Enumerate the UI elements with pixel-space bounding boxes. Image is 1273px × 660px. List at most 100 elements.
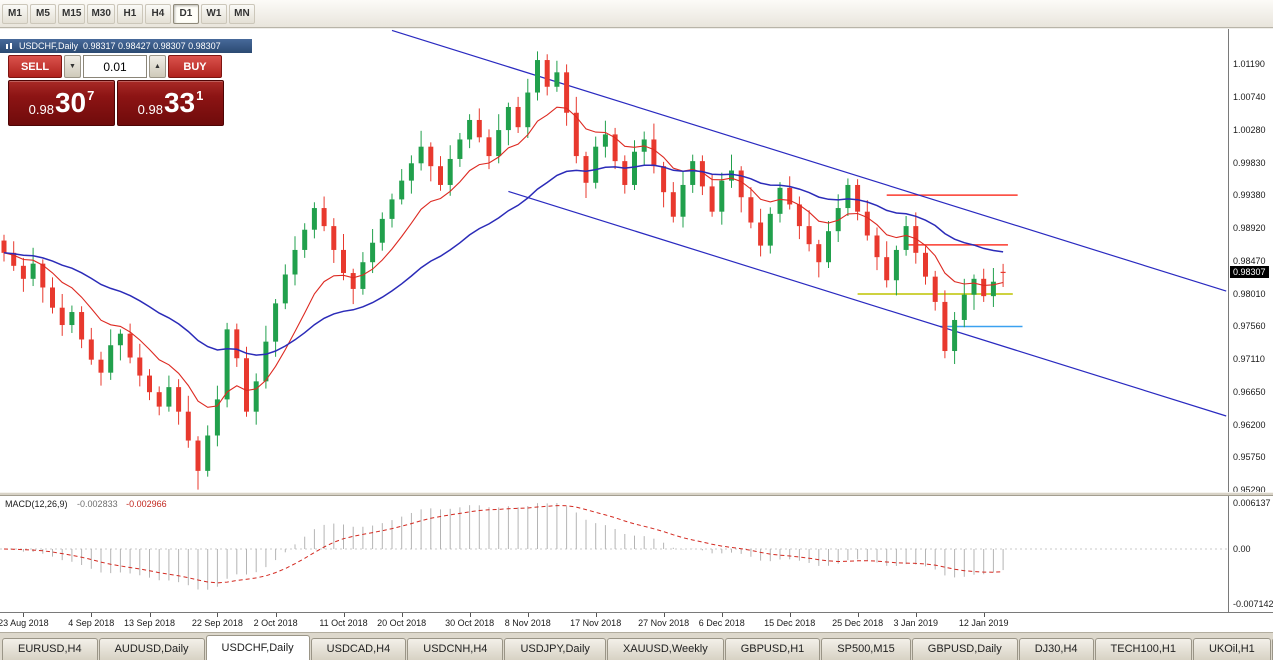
time-axis-tick xyxy=(217,613,219,617)
tab-tech100-h1[interactable]: TECH100,H1 xyxy=(1094,638,1192,660)
price-axis-label: 0.98470 xyxy=(1233,255,1266,266)
price-axis-label: 0.95290 xyxy=(1233,485,1266,496)
trade-prices-row: 0.98 30 7 0.98 33 1 xyxy=(8,80,224,126)
price-axis-label: 0.96200 xyxy=(1233,419,1266,430)
price-axis-label: 0.96650 xyxy=(1233,387,1266,398)
macd-axis-label: 0.006137 xyxy=(1233,498,1271,508)
chart-ohlc: 0.98317 0.98427 0.98307 0.98307 xyxy=(83,41,221,51)
macd-value-main: -0.002833 xyxy=(77,499,118,509)
trendlines-layer xyxy=(391,29,1227,417)
macd-axis-label: 0.00 xyxy=(1233,544,1251,554)
time-axis-label: 13 Sep 2018 xyxy=(123,618,176,628)
price-axis-label: 0.99380 xyxy=(1233,190,1266,201)
candlestick-plot xyxy=(1,29,1227,490)
time-axis-label: 6 Dec 2018 xyxy=(698,618,745,628)
ma-slow-line xyxy=(3,164,1004,356)
buy-button[interactable]: BUY xyxy=(168,55,222,78)
price-axis-label: 0.97560 xyxy=(1233,321,1266,332)
tab-usdjpy-daily[interactable]: USDJPY,Daily xyxy=(504,638,606,660)
tab-dj30-h4[interactable]: DJ30,H4 xyxy=(1018,638,1094,660)
panel-splitter[interactable] xyxy=(0,492,1273,496)
time-axis-label: 25 Dec 2018 xyxy=(832,618,884,628)
macd-axis-label: -0.007142 xyxy=(1233,599,1273,609)
time-axis-label: 12 Jan 2019 xyxy=(958,618,1009,628)
sell-price-big: 30 xyxy=(54,87,87,118)
time-axis-label: 30 Oct 2018 xyxy=(445,618,495,628)
timeframe-button-h1[interactable]: H1 xyxy=(116,3,143,24)
trade-controls-row: SELL ▼ ▲ BUY xyxy=(8,55,224,78)
timeframe-button-m5[interactable]: M5 xyxy=(30,3,56,24)
time-axis-label: 4 Sep 2018 xyxy=(68,618,115,628)
time-axis-label: 11 Oct 2018 xyxy=(319,618,368,628)
tab-u[interactable]: U xyxy=(1271,638,1273,660)
timeframe-button-d1[interactable]: D1 xyxy=(172,3,199,24)
time-axis-label: 17 Nov 2018 xyxy=(570,618,622,628)
chevron-up-icon: ▲ xyxy=(154,63,161,70)
volume-increase-button[interactable]: ▲ xyxy=(149,55,166,78)
time-axis-label: 3 Jan 2019 xyxy=(893,618,939,628)
sell-price-sup: 7 xyxy=(87,88,95,103)
timeframe-button-m1[interactable]: M1 xyxy=(2,3,28,24)
chart-plot-area[interactable]: USDCHF,Daily 0.98317 0.98427 0.98307 0.9… xyxy=(0,29,1228,492)
time-axis-tick xyxy=(275,613,277,617)
chart-region: USDCHF,Daily 0.98317 0.98427 0.98307 0.9… xyxy=(0,29,1273,632)
time-axis-tick xyxy=(343,613,345,617)
chevron-down-icon: ▼ xyxy=(69,63,76,70)
chart-title: USDCHF,Daily xyxy=(19,41,79,51)
timeframe-toolbar: M1 M5 M15 M30 H1 H4 D1 W1 MN xyxy=(0,0,1273,28)
macd-name: MACD(12,26,9) xyxy=(5,499,68,509)
price-axis-label: 1.01190 xyxy=(1233,59,1265,70)
time-axis-tick xyxy=(149,613,151,617)
time-axis-tick xyxy=(721,613,723,617)
timeframe-button-m30[interactable]: M30 xyxy=(87,3,115,24)
price-axis-label: 1.00280 xyxy=(1233,125,1266,136)
timeframe-button-w1[interactable]: W1 xyxy=(200,3,227,24)
tab-gbpusd-h1[interactable]: GBPUSD,H1 xyxy=(724,638,821,660)
sell-price-button[interactable]: 0.98 30 7 xyxy=(8,80,115,126)
tab-ukoil-h1[interactable]: UKOil,H1 xyxy=(1192,638,1271,660)
sell-price-base: 0.98 xyxy=(28,102,54,117)
tab-usdcad-h4[interactable]: USDCAD,H4 xyxy=(310,638,407,660)
tab-audusd-daily[interactable]: AUDUSD,Daily xyxy=(98,638,205,660)
chart-icon xyxy=(6,42,12,49)
price-axis-label: 0.98010 xyxy=(1233,288,1266,299)
time-axis-tick xyxy=(527,613,529,617)
tab-usdcnh-h4[interactable]: USDCNH,H4 xyxy=(407,638,504,660)
time-axis-tick xyxy=(91,613,93,617)
time-axis-label: 22 Sep 2018 xyxy=(191,618,243,628)
buy-price-button[interactable]: 0.98 33 1 xyxy=(117,80,224,126)
time-axis-label: 27 Nov 2018 xyxy=(638,618,690,628)
price-axis-label: 1.00740 xyxy=(1233,91,1266,102)
price-axis-label: 0.99830 xyxy=(1233,157,1266,168)
timeframe-button-h4[interactable]: H4 xyxy=(144,3,171,24)
time-axis[interactable]: 23 Aug 2018 4 Sep 2018 13 Sep 2018 22 Sep 2… xyxy=(0,612,1273,632)
tab-xauusd-weekly[interactable]: XAUUSD,Weekly xyxy=(606,638,724,660)
time-axis-tick xyxy=(401,613,403,617)
tab-usdchf-daily[interactable]: USDCHF,Daily xyxy=(205,635,310,660)
volume-input[interactable] xyxy=(83,55,147,78)
timeframe-button-m15[interactable]: M15 xyxy=(58,3,86,24)
tab-eurusd-h4[interactable]: EURUSD,H4 xyxy=(2,638,98,660)
time-axis-tick xyxy=(857,613,859,617)
macd-plot xyxy=(0,503,1228,590)
time-axis-tick xyxy=(663,613,665,617)
volume-decrease-button[interactable]: ▼ xyxy=(64,55,81,78)
time-axis-tick xyxy=(983,613,985,617)
macd-axis: 0.006137 0.00 -0.007142 xyxy=(1228,496,1273,612)
sell-button[interactable]: SELL xyxy=(8,55,62,78)
hlines-layer xyxy=(857,194,1023,328)
price-axis[interactable]: 1.01190 1.00740 1.00280 0.99830 0.99380 0.989… xyxy=(1228,29,1273,496)
macd-value-signal: -0.002966 xyxy=(126,499,167,509)
time-axis-label: 20 Oct 2018 xyxy=(377,618,427,628)
tab-gbpusd-daily[interactable]: GBPUSD,Daily xyxy=(911,638,1018,660)
chart-tabs-bar: EURUSD,H4 AUDUSD,Daily USDCHF,Daily USDCAD,… xyxy=(0,632,1273,660)
current-price-tag: 0.98307 xyxy=(1230,265,1269,278)
time-axis-tick xyxy=(915,613,917,617)
price-axis-label: 0.97110 xyxy=(1233,353,1265,364)
tab-sp500-m15[interactable]: SP500,M15 xyxy=(821,638,911,660)
candles-layer xyxy=(1,51,1006,490)
timeframe-button-mn[interactable]: MN xyxy=(228,3,255,24)
time-axis-label: 2 Oct 2018 xyxy=(253,618,298,628)
macd-panel[interactable]: MACD(12,26,9) -0.002833 -0.002966 xyxy=(0,496,1228,612)
